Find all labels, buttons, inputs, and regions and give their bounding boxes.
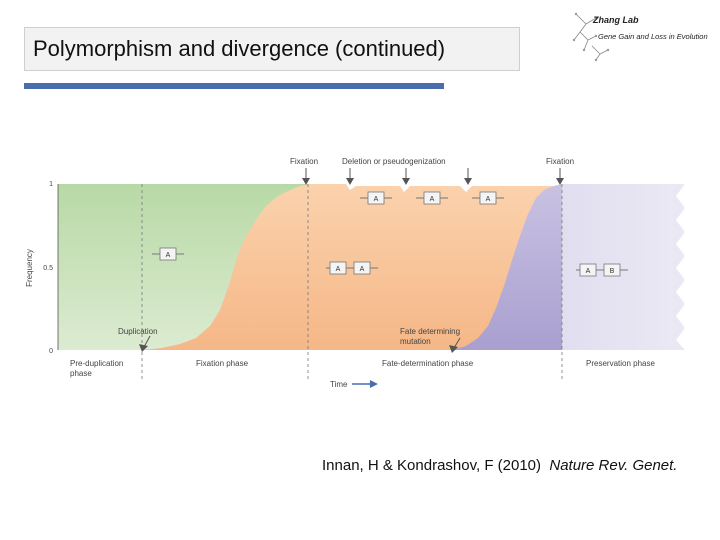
y-tick-0-5: 0.5 [43, 265, 53, 272]
gene-box-a-predup: A [152, 247, 184, 261]
arrow-duplication [139, 335, 151, 352]
slide-title-box: Polymorphism and divergence (continued) [24, 27, 520, 71]
phase-fate-determination: Fate-determination phase [382, 359, 474, 368]
arrow-fixation-1 [302, 168, 310, 185]
arrow-deletion-1 [346, 168, 354, 185]
y-tick-1: 1 [49, 181, 53, 188]
title-underline [24, 83, 444, 89]
svg-text:A: A [586, 268, 591, 275]
purple-area [452, 184, 562, 350]
svg-text:A: A [166, 252, 171, 259]
y-tick-0: 0 [49, 348, 53, 355]
phase-pre-dup-line1: Pre-duplication [70, 359, 123, 368]
gene-box-a-top-2: A [416, 191, 448, 205]
label-deletion: Deletion or pseudogenization [342, 157, 446, 166]
svg-text:A: A [360, 266, 365, 273]
phase-pre-dup-line2: phase [70, 369, 92, 378]
label-fixation-1: Fixation [290, 157, 318, 166]
svg-text:A: A [430, 196, 435, 203]
arrow-fate-mutation [449, 337, 461, 353]
arrow-deletion-2 [402, 168, 410, 185]
citation-journal: Nature Rev. Genet. [549, 457, 678, 474]
evolution-phase-figure: 1 0.5 0 Frequency Fixation Deletion or p… [25, 157, 685, 389]
gene-box-a-b-preservation: A B [576, 263, 628, 277]
svg-text:A: A [486, 196, 491, 203]
time-label: Time [330, 380, 348, 389]
time-arrow-icon [352, 380, 378, 388]
svg-text:A: A [336, 266, 341, 273]
label-fate-line2: mutation [400, 337, 431, 346]
zhang-lab-logo [572, 12, 610, 62]
svg-text:A: A [374, 196, 379, 203]
torn-right-edge [676, 184, 685, 350]
phase-preservation: Preservation phase [586, 359, 655, 368]
y-axis-label: Frequency [25, 249, 34, 287]
svg-text:B: B [610, 268, 615, 275]
gene-box-a-a-fixation: A A [326, 261, 378, 275]
label-fixation-2: Fixation [546, 157, 574, 166]
slide-title: Polymorphism and divergence (continued) [33, 36, 446, 61]
label-fate-line1: Fate determining [400, 327, 460, 336]
gene-box-a-top-1: A [360, 191, 392, 205]
arrow-fixation-2 [556, 168, 564, 185]
orange-area [142, 184, 562, 350]
arrow-deletion-3 [464, 168, 472, 185]
gene-box-a-top-3: A [472, 191, 504, 205]
citation: Innan, H & Kondrashov, F (2010) Nature R… [322, 457, 677, 474]
logo-name: Zhang Lab [593, 15, 639, 25]
logo-tagline: Gene Gain and Loss in Evolution [598, 32, 708, 41]
phase-fixation: Fixation phase [196, 359, 249, 368]
citation-authors: Innan, H & Kondrashov, F (2010) [322, 457, 542, 474]
label-duplication: Duplication [118, 327, 158, 336]
